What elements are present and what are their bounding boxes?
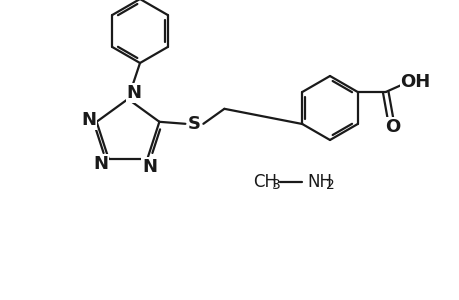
Text: S: S — [187, 115, 201, 133]
Text: 3: 3 — [271, 178, 280, 192]
Text: NH: NH — [307, 173, 332, 191]
Text: N: N — [126, 84, 141, 102]
Text: 2: 2 — [325, 178, 334, 192]
Text: N: N — [141, 158, 157, 176]
Text: N: N — [81, 111, 96, 129]
Text: OH: OH — [400, 73, 430, 91]
Text: CH: CH — [252, 173, 276, 191]
Text: O: O — [384, 118, 399, 136]
Text: N: N — [93, 155, 108, 173]
